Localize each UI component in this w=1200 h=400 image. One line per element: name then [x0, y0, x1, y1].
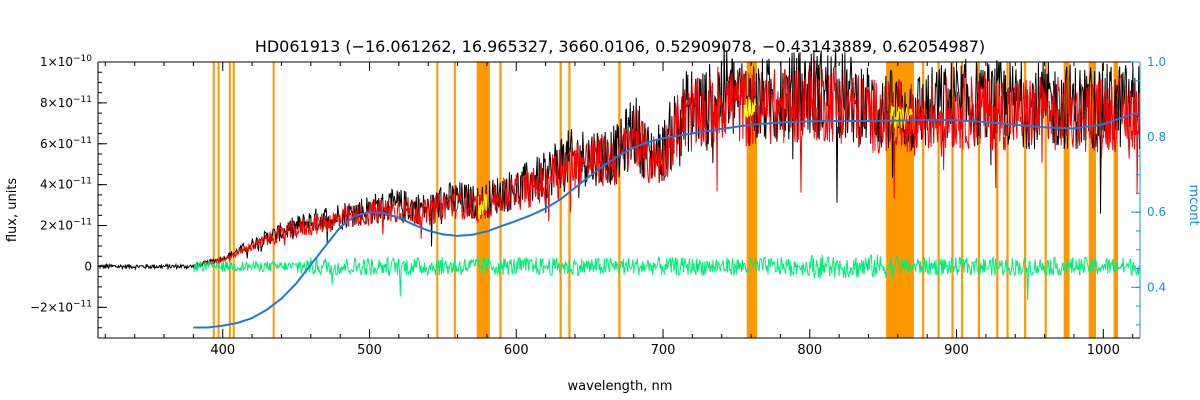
mask-band [1024, 62, 1027, 338]
y-tick-label: 8×10−11 [40, 95, 92, 110]
mask-band [746, 62, 757, 338]
y-tick-label: 4×10−11 [40, 177, 92, 192]
mask-band [977, 62, 981, 338]
continuum-line [193, 112, 1139, 329]
y2-tick-label: 1.0 [1147, 55, 1166, 69]
mask-band [272, 62, 275, 338]
mask-band [937, 62, 940, 338]
x-tick-label: 900 [944, 343, 969, 358]
mask-band [618, 62, 621, 338]
mask-band [212, 62, 215, 338]
mask-band [217, 62, 220, 338]
mask-band [996, 62, 999, 338]
mask-band [1063, 62, 1070, 338]
y2-tick-label: 0.8 [1147, 130, 1166, 144]
y2-tick-label: 0.4 [1147, 280, 1166, 294]
mask-band [232, 62, 235, 338]
x-tick-label: 500 [357, 343, 382, 358]
x-tick-label: 400 [210, 343, 235, 358]
masked-flux-line [743, 96, 756, 119]
mask-band [499, 62, 502, 338]
mask-band [1113, 62, 1118, 338]
x-axis-label: wavelength, nm [568, 379, 673, 394]
mask-band [960, 62, 964, 338]
y-tick-label: 6×10−11 [40, 136, 92, 151]
mask-band [1088, 62, 1096, 338]
y-tick-label: 1×10−10 [40, 54, 92, 69]
x-tick-label: 700 [651, 343, 676, 358]
masked-flux-line [477, 193, 488, 219]
model-flux-line [192, 60, 1141, 270]
x-tick-label: 1000 [1087, 343, 1120, 358]
mask-band [476, 62, 490, 338]
y-tick-label: 0 [84, 259, 92, 273]
mask-band [951, 62, 954, 338]
chart-title: HD061913 (−16.061262, 16.965327, 3660.01… [255, 37, 985, 56]
y-tick-label: 2×10−11 [40, 218, 92, 233]
mask-band [228, 62, 231, 338]
y-tick-label: −2×10−11 [30, 299, 92, 314]
masked-flux-line [890, 105, 913, 130]
mask-band [568, 62, 571, 338]
mask-band [1044, 62, 1047, 338]
x-tick-label: 800 [797, 343, 822, 358]
mask-band [1006, 62, 1009, 338]
y2-tick-label: 0.6 [1147, 205, 1166, 219]
y-axis-label: flux, units [5, 178, 20, 243]
series-layer [97, 43, 1141, 329]
residual-line [193, 254, 1141, 301]
y2-axis-label: mcont [1186, 184, 1200, 225]
x-tick-label: 600 [504, 343, 529, 358]
mask-band [922, 62, 925, 338]
axes: 400 500 600 700 800 900 1000 1×10−10 8×10−11 6×10… [30, 54, 1166, 358]
